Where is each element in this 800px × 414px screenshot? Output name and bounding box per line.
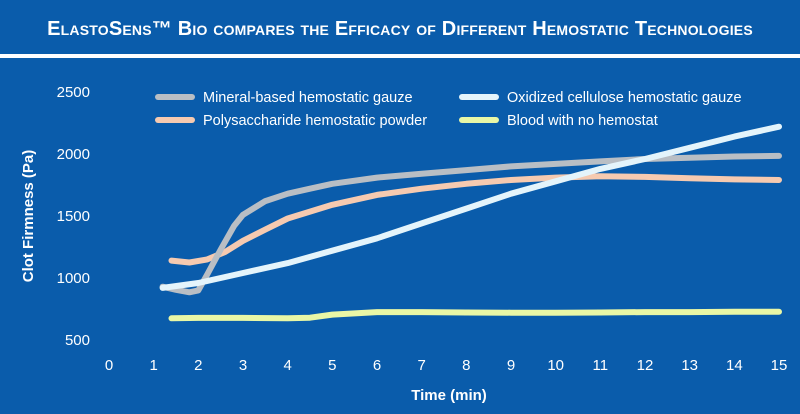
x-tick-label: 9 [507,357,515,374]
chart-title: ElastoSens™ Bio compares the Efficacy of… [47,18,753,40]
series-line-1 [159,123,782,291]
y-tick-label: 1500 [57,208,90,225]
x-tick-label: 12 [637,357,654,374]
y-tick-label: 2000 [57,146,90,163]
x-tick-label: 4 [283,357,291,374]
x-tick-label: 2 [194,357,202,374]
x-tick-label: 10 [547,357,564,374]
legend-label-3: Blood with no hemostat [507,113,658,129]
series-line-2 [168,173,782,266]
title-divider [0,54,800,58]
x-tick-label: 3 [239,357,247,374]
x-tick-label: 1 [149,357,157,374]
y-axis-title: Clot Firmness (Pa) [20,150,37,283]
x-tick-label: 6 [373,357,381,374]
x-tick-label: 5 [328,357,336,374]
legend-label-2: Polysaccharide hemostatic powder [203,113,427,129]
x-tick-label: 7 [417,357,425,374]
x-tick-label: 0 [105,357,113,374]
y-tick-label: 2500 [57,84,90,101]
y-tick-label: 1000 [57,270,90,287]
x-tick-label: 14 [726,357,743,374]
legend-label-1: Oxidized cellulose hemostatic gauze [507,90,742,106]
x-tick-label: 15 [771,357,788,374]
x-tick-label: 13 [681,357,698,374]
x-tick-label: 8 [462,357,470,374]
y-tick-label: 500 [65,332,90,349]
series-line-3 [168,308,782,322]
x-axis-title: Time (min) [411,387,487,404]
legend-label-0: Mineral-based hemostatic gauze [203,90,413,106]
x-tick-label: 11 [593,357,609,374]
